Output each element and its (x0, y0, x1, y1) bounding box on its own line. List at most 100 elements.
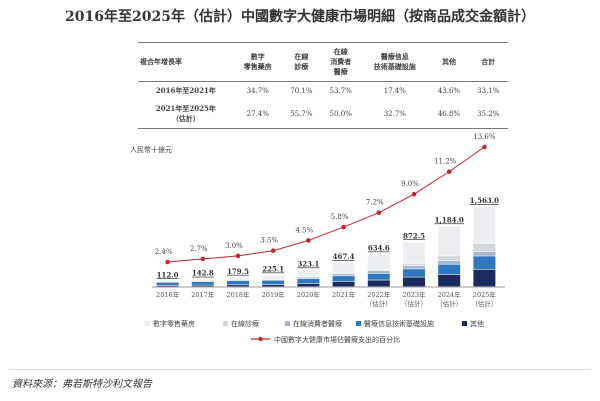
x-tick-label: 2016年 (156, 290, 180, 299)
bar-segment-3 (403, 266, 425, 269)
total-label: 1,184.0 (435, 215, 464, 224)
bar-segment-1 (297, 270, 320, 277)
line-label: 3.5% (260, 237, 278, 245)
table-cell: 70.1% (290, 87, 313, 95)
table-cell: 46.8% (429, 100, 469, 129)
bar-segment-4 (438, 264, 461, 275)
total-label: 1,563.0 (470, 196, 499, 205)
table-row: 2021年至2025年 （估計） 27.4% 55.7% 50.0% 32.7% 46.8%… (138, 100, 508, 129)
total-label: 872.5 (403, 231, 425, 240)
legend-label: 在線診療 (231, 319, 259, 328)
bar-segment-4 (332, 276, 355, 282)
bar-segment-4 (367, 273, 390, 280)
legend-swatch (223, 321, 228, 326)
x-tick-label: 2020年 (297, 290, 321, 299)
table-header: 數字 零售藥房 (233, 42, 282, 82)
x-tick-label: 2018年 (226, 290, 250, 299)
line-point (376, 210, 382, 216)
bar-segment-5 (227, 285, 249, 287)
table-cell: 34.7% (246, 87, 269, 95)
bar-segment-1 (403, 242, 425, 264)
line-label: 2.4% (155, 248, 173, 256)
line-point (270, 248, 276, 254)
line-point (200, 256, 206, 262)
bar-segment-2 (367, 269, 390, 271)
bar-segment-3 (297, 277, 320, 279)
table-cell: 17.4% (383, 87, 406, 95)
legend-swatch (145, 321, 150, 326)
legend-line-marker (258, 336, 263, 342)
bar-segment-5 (332, 281, 355, 287)
line-label: 4.5% (296, 226, 314, 234)
unit-label: 人民幣十億元 (130, 145, 172, 154)
bar-segment-1 (262, 275, 285, 279)
legend-label: 在線消費者醫療 (293, 319, 342, 328)
table-row: 2016年至2021年 34.7% 70.1% 53.7% 17.4% 43.6% 33.1… (138, 82, 508, 101)
line-point (341, 224, 346, 230)
bar-segment-3 (473, 251, 496, 256)
legend-swatch (462, 321, 467, 326)
bar-segment-5 (473, 269, 496, 287)
table-header: 其他 (429, 42, 469, 82)
total-label: 112.0 (157, 270, 179, 279)
bar-segment-4 (156, 282, 179, 286)
table-header: 複合年增長率 (138, 42, 234, 82)
bar-segment-3 (438, 260, 461, 264)
legend-label: 中國數字大健康市場佔醫療支出的百分比 (274, 335, 400, 344)
x-tick-label: 2017年 (191, 290, 215, 299)
bar-segment-4 (227, 281, 249, 285)
line-label: 9.0% (401, 180, 419, 188)
line-point (482, 144, 487, 150)
x-tick-label: 2022年 (367, 290, 391, 299)
source-note: 資料來源：弗若斯特沙利文報告 (12, 379, 152, 390)
x-tick-label: （估計） (401, 299, 427, 308)
table-cell: 53.7% (329, 87, 352, 95)
bar-segment-5 (438, 274, 461, 287)
x-tick-label: 2023年 (402, 290, 426, 299)
bar-segment-4 (473, 256, 496, 269)
x-tick-label: （估計） (366, 299, 392, 308)
table-cell: 50.0% (321, 100, 361, 129)
divider (10, 369, 590, 370)
bar-segment-1 (191, 279, 214, 281)
bar-segment-2 (473, 243, 496, 252)
bar-segment-5 (403, 277, 425, 287)
total-label: 225.1 (262, 264, 284, 273)
bar-segment-4 (191, 281, 214, 285)
line-label: 5.8% (331, 213, 349, 221)
total-label: 179.5 (227, 267, 249, 276)
total-label: 467.4 (333, 252, 355, 261)
table-header: 醫療信息 技術基礎設施 (360, 42, 430, 82)
line-point (235, 253, 241, 259)
legend-label: 醫療信息技術基礎設施 (364, 319, 434, 328)
bar-segment-5 (367, 280, 390, 287)
table-header: 在線 消費者 醫療 (321, 42, 361, 82)
bar-segment-1 (227, 277, 249, 280)
line-label: 7.2% (366, 199, 384, 207)
line-point (446, 169, 452, 174)
line-point (165, 259, 170, 265)
bar-segment-1 (473, 207, 496, 243)
x-tick-label: 2019年 (262, 290, 286, 299)
line-series (167, 146, 485, 263)
bar-segment-4 (403, 269, 425, 277)
table-cell: 2016年至2021年 (155, 86, 216, 95)
bar-segment-3 (332, 274, 355, 276)
bar-segment-5 (191, 285, 214, 287)
table-cell: 2021年至2025年 （估計） (138, 100, 234, 129)
bar-segment-3 (367, 271, 390, 274)
bar-segment-4 (262, 280, 285, 285)
bar-segment-5 (297, 283, 320, 287)
line-label: 2.7% (190, 245, 208, 253)
table-cell: 55.7% (281, 100, 322, 129)
bar-segment-5 (262, 284, 285, 287)
table-cell: 27.4% (233, 100, 282, 129)
total-label: 634.6 (368, 244, 390, 253)
x-tick-label: 2025年 (473, 290, 497, 299)
table-cell: 32.7% (360, 100, 430, 129)
table-header: 合計 (468, 42, 508, 82)
bar-segment-2 (438, 256, 461, 261)
legend-swatch (285, 321, 290, 326)
table-cell: 33.1% (477, 87, 500, 95)
